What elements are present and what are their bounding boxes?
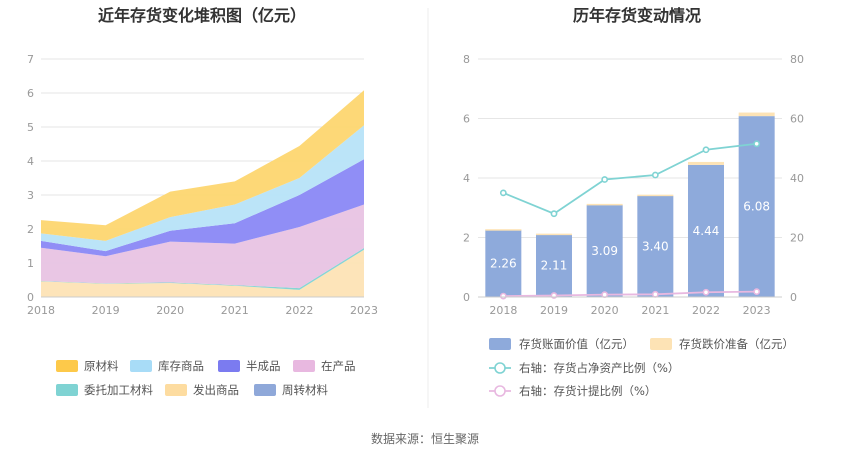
left-y-tick-label: 3	[27, 189, 34, 202]
right-legend-label: 存货账面价值（亿元）	[519, 337, 634, 351]
left-x-tick-label: 2021	[221, 304, 249, 317]
left-legend-swatch	[254, 384, 276, 396]
line-point	[602, 292, 607, 297]
line-point	[602, 177, 607, 182]
right-x-tick-label: 2022	[692, 304, 720, 317]
right-y-right-tick-label: 60	[790, 113, 804, 126]
left-chart-title: 近年存货变化堆积图（亿元）	[98, 6, 306, 25]
left-legend-swatch	[56, 360, 78, 372]
right-y-left-tick-label: 2	[463, 232, 470, 245]
right-y-left-tick-label: 4	[463, 172, 470, 185]
bar-value-label: 3.09	[591, 244, 618, 258]
line-point	[754, 289, 759, 294]
right-y-left-tick-label: 8	[463, 53, 470, 66]
right-chart-title: 历年存货变动情况	[573, 6, 701, 25]
left-legend-label: 委托加工材料	[84, 383, 153, 397]
right-x-tick-label: 2019	[540, 304, 568, 317]
line-point	[501, 190, 506, 195]
data-source-label: 数据来源：恒生聚源	[371, 431, 479, 446]
left-y-tick-label: 4	[27, 155, 34, 168]
left-legend-swatch	[56, 384, 78, 396]
line-point	[703, 290, 708, 295]
left-x-tick-label: 2018	[27, 304, 55, 317]
impairment-provision-bar	[688, 162, 724, 165]
left-legend-label: 周转材料	[282, 383, 328, 397]
line-point	[754, 141, 759, 146]
left-legend-swatch	[218, 360, 240, 372]
left-legend-swatch	[130, 360, 152, 372]
left-legend-swatch	[165, 384, 187, 396]
right-y-right-tick-label: 80	[790, 53, 804, 66]
right-y-left-tick-label: 0	[463, 291, 470, 304]
left-legend-swatch	[293, 360, 315, 372]
left-x-tick-label: 2020	[156, 304, 184, 317]
line-point	[703, 147, 708, 152]
right-legend-swatch	[489, 338, 511, 350]
right-y-right-tick-label: 40	[790, 172, 804, 185]
bar-value-label: 4.44	[693, 224, 720, 238]
right-bars: 2.26 2.11 3.09 3.40 4.44 6.08	[485, 113, 774, 297]
right-legend-marker	[495, 363, 505, 373]
impairment-provision-bar	[637, 195, 673, 197]
right-x-axis: 2018 2019 2020 2021 2022 2023	[478, 297, 782, 317]
right-legend-label: 右轴：存货计提比例（%）	[519, 384, 656, 398]
left-y-tick-label: 7	[27, 53, 34, 66]
right-x-tick-label: 2020	[591, 304, 619, 317]
left-y-tick-label: 5	[27, 121, 34, 134]
right-legend: 存货账面价值（亿元） 存货跌价准备（亿元）右轴：存货占净资产比例（%） 右轴：存货计…	[489, 337, 794, 398]
line-point	[653, 292, 658, 297]
impairment-provision-bar	[536, 234, 572, 236]
left-legend-label: 库存商品	[158, 359, 204, 373]
left-y-tick-label: 2	[27, 223, 34, 236]
right-y-right-tick-label: 20	[790, 232, 804, 245]
left-legend-label: 在产品	[321, 359, 356, 373]
right-legend-marker	[495, 386, 505, 396]
line-point	[653, 172, 658, 177]
impairment-provision-bar	[587, 204, 623, 206]
line-point	[501, 294, 506, 299]
right-x-tick-label: 2023	[743, 304, 771, 317]
left-legend-label: 半成品	[246, 359, 281, 373]
bar-value-label: 6.08	[743, 200, 770, 214]
bar-value-label: 2.11	[541, 259, 568, 273]
left-y-tick-label: 1	[27, 257, 34, 270]
right-x-tick-label: 2018	[489, 304, 517, 317]
right-legend-label: 右轴：存货占净资产比例（%）	[519, 361, 679, 375]
left-x-tick-label: 2019	[92, 304, 120, 317]
left-legend-label: 发出商品	[193, 383, 239, 397]
right-x-tick-label: 2021	[641, 304, 669, 317]
left-x-tick-label: 2023	[350, 304, 378, 317]
right-legend-swatch	[650, 338, 672, 350]
left-y-tick-label: 6	[27, 87, 34, 100]
left-x-axis: 2018 2019 2020 2021 2022 2023	[27, 297, 378, 317]
impairment-provision-bar	[485, 229, 521, 231]
bar-value-label: 2.26	[490, 256, 517, 270]
left-areas	[41, 90, 364, 297]
line-point	[551, 211, 556, 216]
left-y-tick-label: 0	[27, 291, 34, 304]
right-legend-label: 存货跌价准备（亿元）	[679, 337, 794, 351]
impairment-provision-bar	[739, 113, 775, 117]
bar-value-label: 3.40	[642, 239, 669, 253]
left-legend-label: 原材料	[84, 359, 119, 373]
right-y-left-tick-label: 6	[463, 113, 470, 126]
left-x-tick-label: 2022	[285, 304, 313, 317]
right-y-right-tick-label: 0	[790, 291, 797, 304]
